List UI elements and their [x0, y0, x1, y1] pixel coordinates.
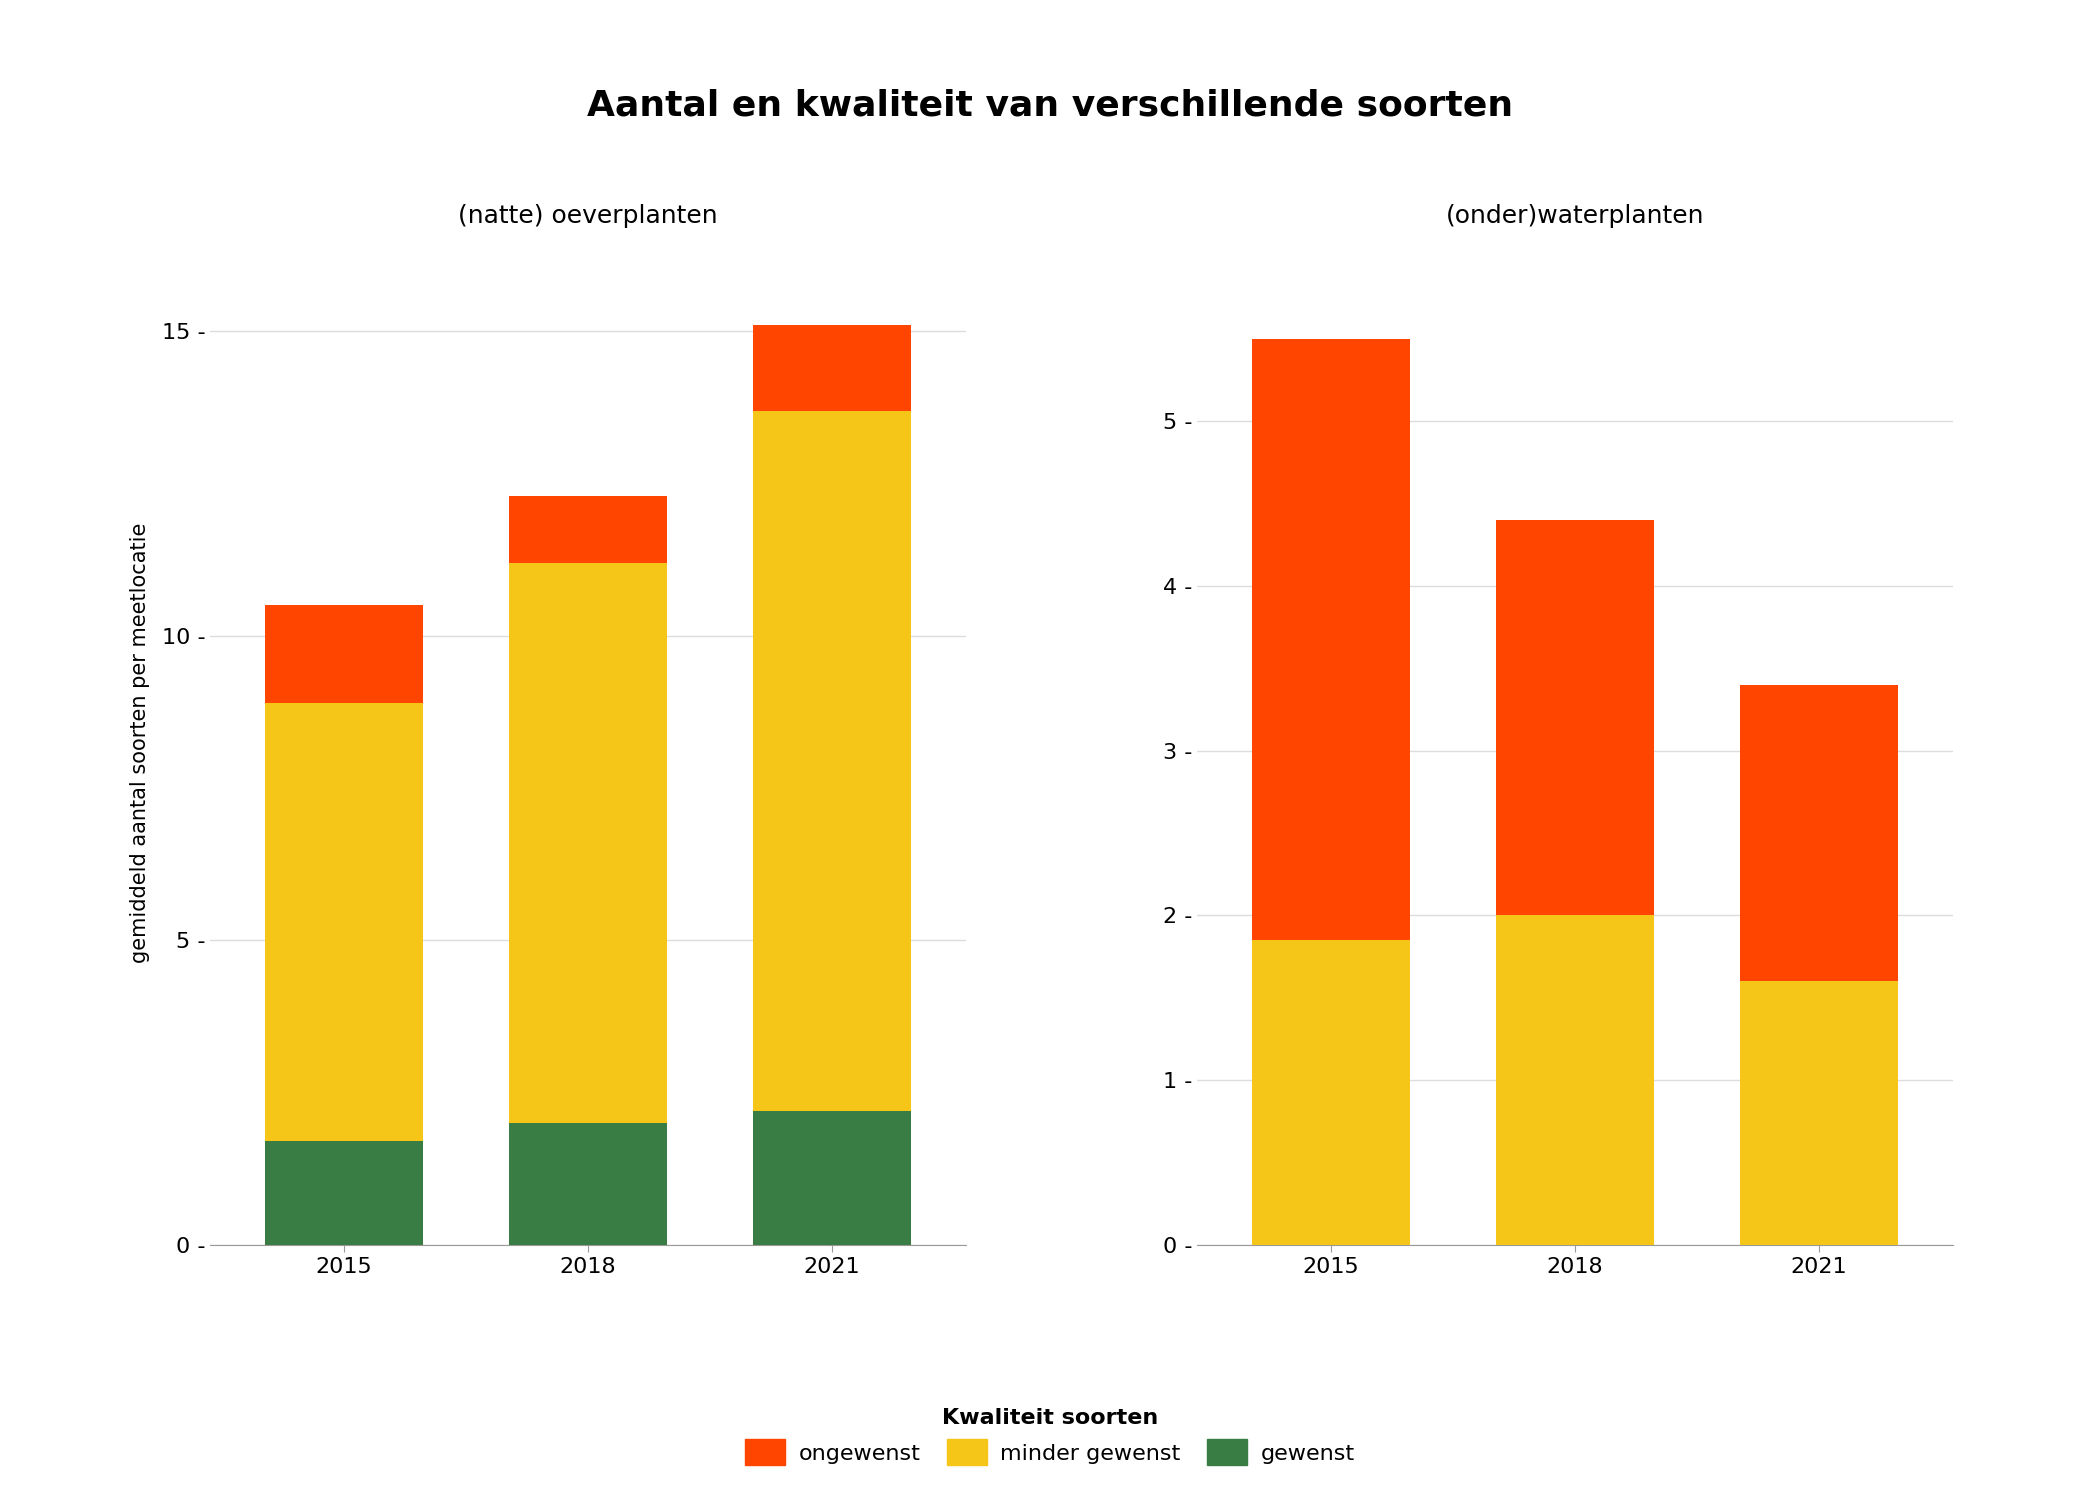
Text: Aantal en kwaliteit van verschillende soorten: Aantal en kwaliteit van verschillende so…: [586, 88, 1514, 122]
Bar: [265, 1142, 424, 1245]
Title: (natte) oeverplanten: (natte) oeverplanten: [458, 204, 718, 228]
Legend: ongewenst, minder gewenst, gewenst: ongewenst, minder gewenst, gewenst: [737, 1400, 1363, 1474]
Bar: [508, 562, 668, 1124]
Bar: [1252, 940, 1411, 1245]
Bar: [1495, 915, 1655, 1245]
Bar: [508, 496, 668, 562]
Bar: [752, 411, 911, 1112]
Bar: [752, 326, 911, 411]
Bar: [752, 1112, 911, 1245]
Bar: [1739, 981, 1898, 1245]
Title: (onder)waterplanten: (onder)waterplanten: [1445, 204, 1705, 228]
Bar: [508, 1124, 668, 1245]
Bar: [1739, 686, 1898, 981]
Bar: [265, 606, 424, 703]
Bar: [1495, 520, 1655, 915]
Bar: [265, 704, 424, 1142]
Y-axis label: gemiddeld aantal soorten per meetlocatie: gemiddeld aantal soorten per meetlocatie: [130, 522, 151, 963]
Bar: [1252, 339, 1411, 940]
